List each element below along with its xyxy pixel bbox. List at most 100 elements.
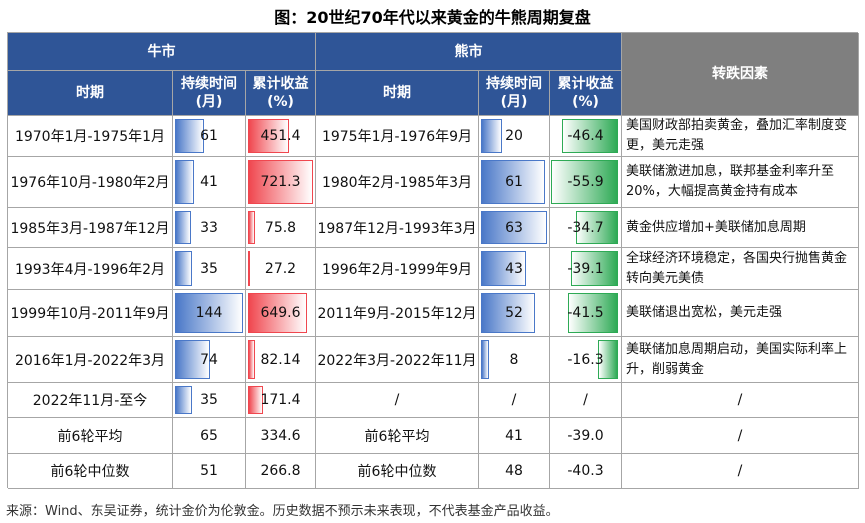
table-cell: -55.9 [550,157,622,208]
cell-text: 334.6 [260,427,301,444]
cell-text: (%) [572,94,599,110]
cell-text: 52 [505,305,523,321]
data-bar [175,251,192,286]
cell-text: -16.3 [567,351,604,368]
cell-text: 美联储加息周期启动，美国实际利率上升，削弱黄金 [626,341,848,377]
cell-text: -39.1 [567,260,604,277]
table-cell: 451.4 [246,116,316,157]
cell-text: 65 [200,427,218,444]
cell-text: 累计收益 [252,76,309,92]
cell-text: 1999年10月-2011年9月 [10,306,170,322]
cell-text: 持续时间 [181,76,237,92]
summary-cell: 前6轮中位数 [316,454,479,489]
cell-text: 前6轮平均 [364,428,430,445]
cell-text: / [737,427,743,444]
cell-text: 51 [200,463,218,479]
table-cell: 35 [173,383,246,418]
data-bar [248,293,307,333]
cell-text: 1970年1月-1975年1月 [14,129,166,145]
cell-text: (月) [500,94,528,110]
table-cell: -39.1 [550,248,622,290]
data-bar [175,160,195,204]
cell-text: / [511,392,517,408]
data-bar [175,386,192,414]
table-cell: 2022年3月-2022年11月 [316,337,479,383]
data-bar [568,293,618,333]
table-cell: -16.3 [550,337,622,383]
cell-text: 1993年4月-1996年2月 [14,261,166,278]
table-cell: 41 [173,157,246,208]
column-header: 时期 [316,71,479,116]
cell-text: 20 [505,128,523,144]
column-header: 累计收益 (%) [550,71,622,116]
cell-text: 35 [200,260,218,277]
cell-text: 前6轮中位数 [357,464,437,480]
cell-text: 82.14 [260,351,301,368]
table-cell: 1970年1月-1975年1月 [8,116,173,157]
cell-text: 41 [200,174,218,190]
data-bar [248,386,264,414]
cell-text: -39.0 [567,427,604,444]
cell-text: 61 [505,174,523,190]
data-bar [481,119,502,153]
table-cell: 171.4 [246,383,316,418]
table-cell: 33 [173,208,246,248]
table-cell: 1975年1月-1976年9月 [316,116,479,157]
table-cell: 1976年10月-1980年2月 [8,157,173,208]
cell-text: 43 [505,260,523,277]
table-cell: 1996年2月-1999年9月 [316,248,479,290]
table-cell: 27.2 [246,248,316,290]
cell-text: 649.6 [260,305,301,321]
column-header: 持续时间 (月) [479,71,550,116]
cell-text: -46.4 [567,128,604,144]
table-cell: 1985年3月-1987年12月 [8,208,173,248]
data-bar [248,211,255,244]
data-bar [248,160,313,204]
cell-text: 累计收益 [557,76,614,92]
cell-text: 1976年10月-1980年2月 [10,175,170,191]
cell-text: 75.8 [264,219,297,236]
cell-text: (月) [195,94,223,110]
group-header: 熊市 [316,33,622,71]
cell-text: 2022年3月-2022年11月 [317,352,477,369]
table: 牛市 熊市 转跌因素 时期 持续时间 (月) 累计收益 (%) 时期 持续时间 (月) 累计收益 (%)… [7,32,859,489]
summary-cell: 334.6 [246,418,316,454]
cell-text: 8 [509,351,519,368]
factor-cell: 美联储退出宽松，美元走强 [622,290,859,337]
summary-cell: / [622,454,859,489]
table-cell: -46.4 [550,116,622,157]
table-cell: 2011年9月-2015年12月 [316,290,479,337]
cell-text: -55.9 [567,174,604,190]
cell-text: 266.8 [260,463,301,479]
data-bar [576,211,618,244]
cell-text: / [394,392,400,408]
cell-text: 前6轮平均 [57,428,123,445]
group-header: 转跌因素 [622,33,859,116]
table-cell: 8 [479,337,550,383]
data-bar [551,160,618,204]
cell-text: 41 [505,427,523,444]
data-bar [481,340,490,379]
summary-cell: -40.3 [550,454,622,489]
cell-text: 全球经济环境稳定，各国央行抛售黄金转向美元美债 [626,250,848,286]
cell-text: 74 [200,351,218,368]
cell-text: 前6轮中位数 [50,464,130,480]
column-header: 时期 [8,71,173,116]
table-cell: / [550,383,622,418]
cell-text: 1980年2月-1985年3月 [321,175,473,191]
cell-text: 转跌因素 [712,66,768,82]
cell-text: 721.3 [260,174,301,190]
cell-text: 牛市 [147,43,176,60]
summary-cell: 41 [479,418,550,454]
table-cell: 649.6 [246,290,316,337]
table-cell: 2016年1月-2022年3月 [8,337,173,383]
cell-text: -40.3 [567,463,604,479]
factor-cell: 黄金供应增加+美联储加息周期 [622,208,859,248]
summary-cell: 266.8 [246,454,316,489]
cell-text: 黄金供应增加+美联储加息周期 [626,219,806,235]
table-cell: 74 [173,337,246,383]
table-cell: 61 [479,157,550,208]
factor-cell: 全球经济环境稳定，各国央行抛售黄金转向美元美债 [622,248,859,290]
cell-text: 27.2 [264,260,297,277]
cell-text: (%) [267,94,294,110]
